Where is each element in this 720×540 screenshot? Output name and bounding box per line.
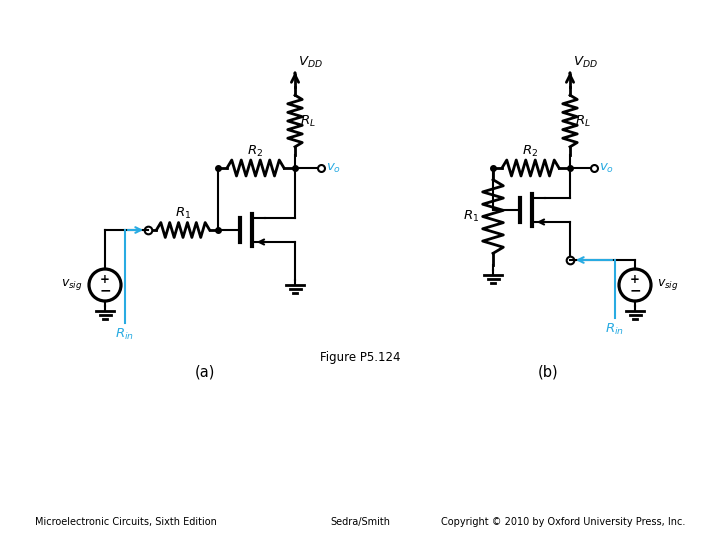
Text: (a): (a) (195, 364, 215, 380)
Text: $R_L$: $R_L$ (575, 113, 591, 129)
Text: $R_2$: $R_2$ (248, 144, 264, 159)
Text: Copyright © 2010 by Oxford University Press, Inc.: Copyright © 2010 by Oxford University Pr… (441, 517, 685, 527)
Text: $v_o$: $v_o$ (326, 161, 341, 174)
Text: $v_{sig}$: $v_{sig}$ (657, 278, 679, 293)
Text: $v_o$: $v_o$ (599, 161, 614, 174)
Text: $R_L$: $R_L$ (300, 113, 316, 129)
Text: $R_{in}$: $R_{in}$ (115, 327, 135, 342)
Text: +: + (100, 273, 110, 286)
Text: $R_2$: $R_2$ (523, 144, 539, 159)
Text: $R_1$: $R_1$ (175, 206, 191, 221)
Text: $V_{DD}$: $V_{DD}$ (573, 55, 598, 70)
Text: $V_{DD}$: $V_{DD}$ (298, 55, 323, 70)
Text: +: + (630, 273, 640, 286)
Text: $v_{sig}$: $v_{sig}$ (61, 278, 83, 293)
Text: −: − (629, 284, 641, 298)
Text: −: − (99, 284, 111, 298)
Text: Figure P5.124: Figure P5.124 (320, 350, 400, 363)
Text: Microelectronic Circuits, Sixth Edition: Microelectronic Circuits, Sixth Edition (35, 517, 217, 527)
Text: Sedra/Smith: Sedra/Smith (330, 517, 390, 527)
Text: (b): (b) (538, 364, 558, 380)
Text: $R_{in}$: $R_{in}$ (606, 322, 624, 337)
Text: $R_1$: $R_1$ (463, 209, 479, 224)
